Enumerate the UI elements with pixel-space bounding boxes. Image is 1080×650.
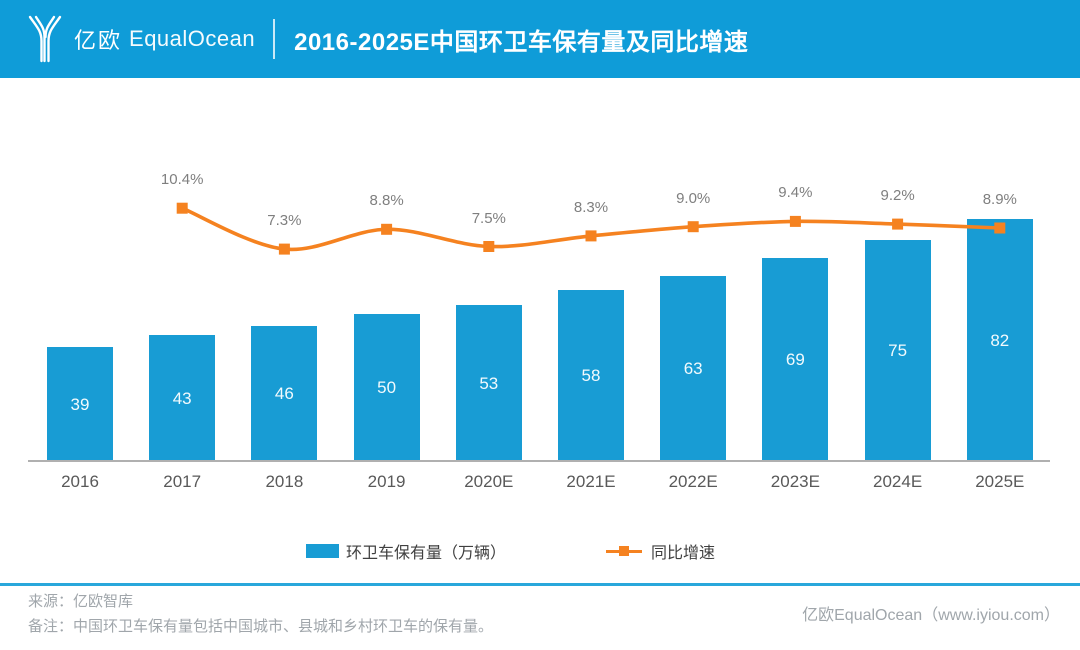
growth-label-2017: 10.4% — [160, 171, 204, 189]
x-tick-2022E: 2022E — [668, 472, 718, 491]
bar-value-label: 50 — [377, 378, 397, 397]
bar-value-label: 46 — [274, 384, 294, 403]
x-tick-2021E: 2021E — [566, 472, 616, 491]
source-note: 来源：亿欧智库 — [28, 593, 134, 610]
growth-label-2021E: 8.3% — [573, 198, 609, 216]
x-tick-2025E: 2025E — [975, 472, 1025, 491]
legend-item-line: 同比增速 — [606, 539, 715, 563]
x-tick-2016: 2016 — [61, 472, 99, 491]
bar-2023E: 69 — [762, 258, 829, 462]
bar-value-label: 63 — [683, 359, 703, 378]
bar-2018: 46 — [251, 326, 318, 462]
bar-legend-label: 环卫车保有量（万辆） — [346, 545, 507, 562]
bar-value-label: 43 — [172, 388, 192, 408]
header-banner: 亿欧 EqualOcean 2016-2025E中国环卫车保有量及同比增速 — [0, 0, 1080, 78]
bar-2025E: 82 — [966, 219, 1033, 462]
line-legend-swatch — [606, 546, 642, 556]
growth-label-2019: 8.8% — [369, 192, 404, 210]
header-divider — [273, 19, 276, 59]
bar-value-label: 39 — [70, 394, 90, 414]
x-axis-line — [28, 460, 1050, 462]
brand-note: 亿欧EqualOcean（www.iyiou.com） — [802, 607, 1060, 624]
remark-note: 备注：中国环卫车保有量包括中国城市、县城和乡村环卫车的保有量。 — [28, 618, 494, 635]
line-legend-marker — [619, 546, 629, 556]
bar-value-label: 82 — [990, 330, 1010, 350]
x-tick-2017: 2017 — [163, 472, 202, 491]
bar-value-label: 75 — [888, 341, 908, 360]
bar-value-label: 58 — [581, 366, 601, 385]
bar-value-label: 53 — [479, 373, 499, 393]
equalocean-logo-icon — [25, 14, 65, 64]
x-tick-2023E: 2023E — [770, 472, 820, 491]
bar-2017: 43 — [149, 335, 216, 462]
bar-2022E: 63 — [660, 276, 727, 462]
bar-2019: 50 — [353, 314, 420, 462]
x-tick-2020E: 2020E — [464, 472, 514, 491]
chart-title: 2016-2025E中国环卫车保有量及同比增速 — [294, 28, 749, 56]
bar-2024E: 75 — [864, 240, 931, 462]
logo-text-zh: 亿欧 — [74, 28, 123, 53]
x-tick-2018: 2018 — [265, 472, 304, 491]
growth-label-2023E: 9.4% — [778, 184, 813, 202]
growth-label-2018: 7.3% — [267, 212, 302, 230]
bar-2016: 39 — [47, 347, 113, 462]
growth-label-2022E: 9.0% — [676, 189, 711, 207]
bar-value-label: 69 — [785, 350, 805, 369]
growth-label-2025E: 8.9% — [982, 191, 1017, 208]
growth-label-2024E: 9.2% — [880, 187, 915, 205]
footer-divider — [0, 583, 1080, 586]
legend-item-bars: 环卫车保有量（万辆） — [306, 539, 506, 563]
logo-text-en: EqualOcean — [129, 26, 256, 51]
bar-2021E: 58 — [558, 290, 624, 462]
bar-legend-swatch — [306, 544, 339, 558]
x-tick-2019: 2019 — [367, 472, 406, 491]
growth-label-2020E: 7.5% — [471, 209, 506, 227]
x-tick-2024E: 2024E — [873, 472, 923, 491]
bar-2020E: 53 — [455, 305, 522, 462]
line-legend-label: 同比增速 — [651, 545, 716, 562]
